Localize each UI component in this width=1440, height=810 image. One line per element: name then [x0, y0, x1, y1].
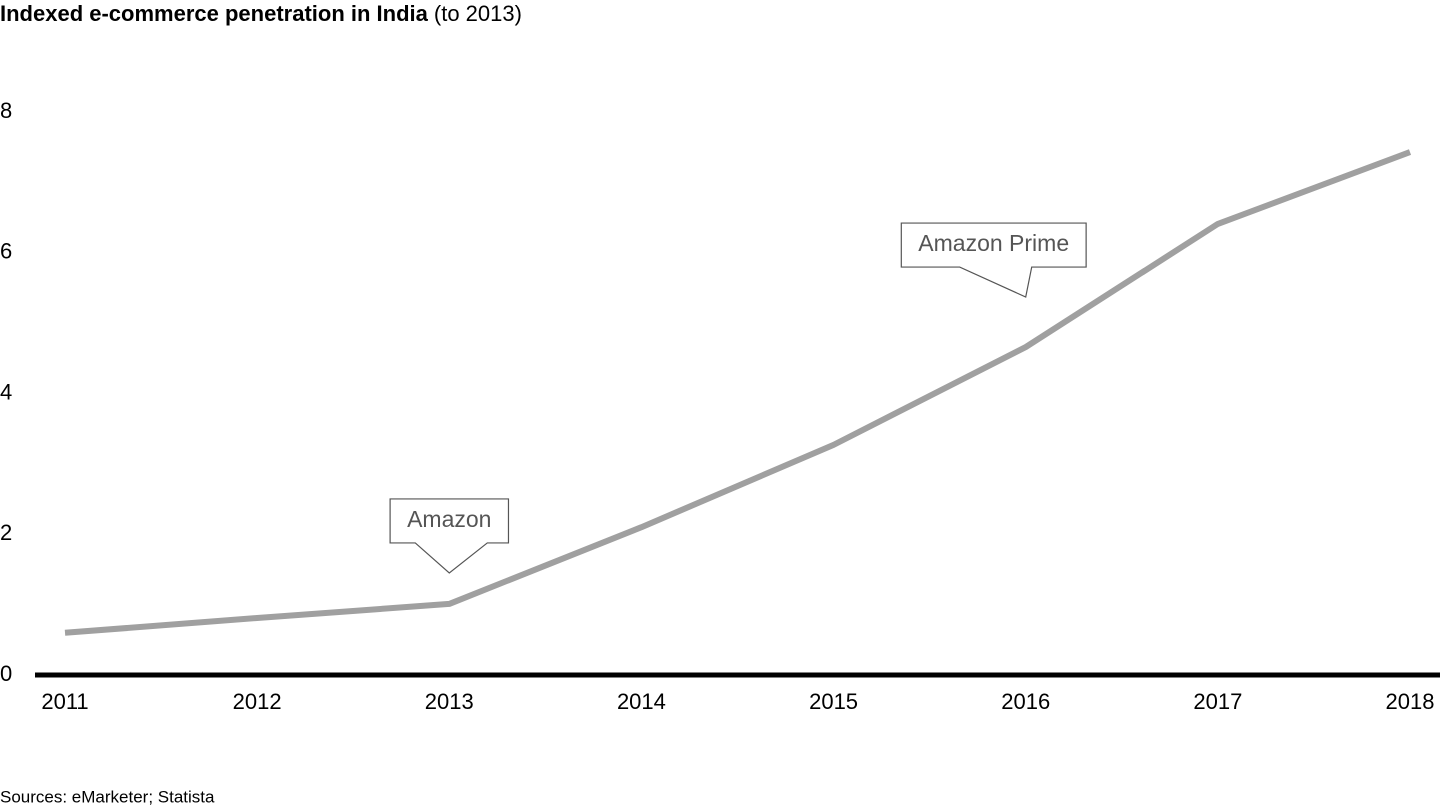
y-tick-label: 0 [0, 661, 12, 686]
y-tick-label: 8 [0, 98, 12, 123]
annotation-text: Amazon Prime [918, 230, 1069, 256]
x-tick-label: 2017 [1193, 689, 1242, 714]
x-tick-label: 2012 [233, 689, 282, 714]
annotation: Amazon [389, 498, 510, 574]
data-line [64, 149, 1412, 636]
x-tick-label: 2016 [1001, 689, 1050, 714]
x-tick-label: 2014 [617, 689, 666, 714]
source-note: Sources: eMarketer; Statista [0, 787, 215, 806]
annotation-text: Amazon [407, 506, 491, 532]
x-tick-label: 2018 [1386, 689, 1435, 714]
y-tick-label: 4 [0, 379, 12, 404]
chart-subtitle: (to 2013) [434, 1, 522, 26]
annotation: Amazon Prime [900, 222, 1087, 298]
y-tick-label: 2 [0, 520, 12, 545]
chart-title: Indexed e-commerce penetration in India [0, 1, 429, 26]
x-tick-label: 2013 [425, 689, 474, 714]
x-tick-label: 2011 [41, 689, 88, 714]
x-tick-label: 2015 [809, 689, 858, 714]
callout-box [900, 222, 1087, 298]
callout-box [389, 498, 510, 574]
y-tick-label: 6 [0, 239, 12, 264]
chart-title-group: Indexed e-commerce penetration in India(… [0, 1, 522, 26]
